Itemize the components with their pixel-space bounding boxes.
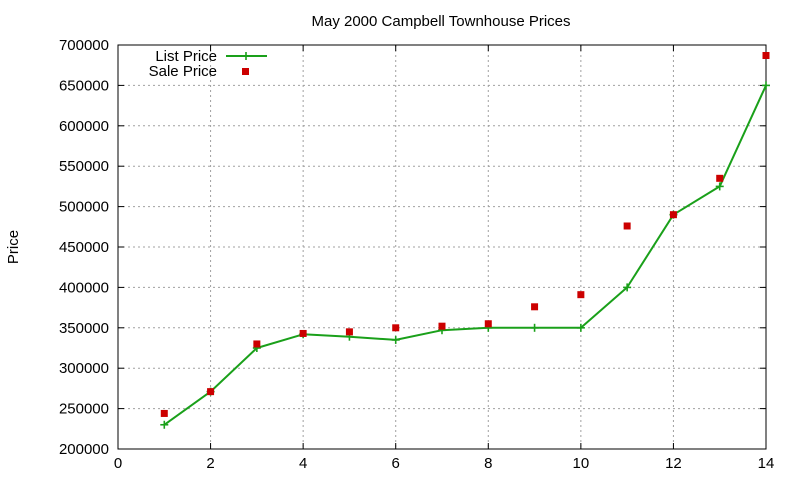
series xyxy=(160,52,770,429)
list-price-point xyxy=(160,420,169,429)
legend-label-list-price: List Price xyxy=(155,48,217,65)
sale-price-point xyxy=(762,52,770,60)
sale-price-point xyxy=(207,388,215,396)
series-line-list-price xyxy=(163,84,767,426)
y-tick-label: 400000 xyxy=(59,279,109,296)
y-tick-label: 350000 xyxy=(59,320,109,337)
list-price-point xyxy=(391,335,400,344)
sale-price-point xyxy=(253,340,261,348)
list-price-point xyxy=(530,323,539,332)
x-axis-tick-labels: 0 2 4 6 8 10 12 14 xyxy=(114,455,775,472)
axis-ticks xyxy=(117,44,767,450)
sale-price-point xyxy=(577,291,585,299)
y-tick-label: 500000 xyxy=(59,199,109,216)
sale-price-point xyxy=(531,303,539,311)
list-price-point xyxy=(715,182,724,191)
y-tick-label: 700000 xyxy=(59,37,109,54)
x-tick-label: 2 xyxy=(206,455,214,472)
sale-price-point xyxy=(299,329,307,337)
list-price-point xyxy=(623,283,632,292)
y-tick-label: 550000 xyxy=(59,158,109,175)
x-tick-label: 6 xyxy=(392,455,400,472)
x-tick-label: 8 xyxy=(484,455,492,472)
y-tick-label: 450000 xyxy=(59,239,109,256)
legend-plus-marker xyxy=(242,52,250,60)
sale-price-point xyxy=(345,328,353,336)
chart-title: May 2000 Campbell Townhouse Prices xyxy=(311,13,570,30)
y-tick-label: 200000 xyxy=(59,441,109,458)
legend-marker-list-price xyxy=(242,52,250,60)
y-axis-tick-labels: 200000 250000 300000 350000 400000 450000 5000… xyxy=(59,37,109,458)
legend-label-sale-price: Sale Price xyxy=(149,63,217,80)
x-tick-label: 0 xyxy=(114,455,122,472)
y-tick-label: 300000 xyxy=(59,360,109,377)
legend: List Price Sale Price xyxy=(149,48,267,80)
y-tick-label: 250000 xyxy=(59,401,109,418)
sale-price-point xyxy=(438,322,446,330)
list-price-point xyxy=(762,81,770,90)
legend-marker-sale-price xyxy=(242,68,249,75)
sale-price-point xyxy=(669,211,677,219)
list-price-point xyxy=(576,323,585,332)
sale-price-point xyxy=(392,324,400,332)
y-tick-label: 600000 xyxy=(59,118,109,135)
sale-price-point xyxy=(623,222,631,230)
x-tick-label: 10 xyxy=(573,455,590,472)
y-axis-label: Price xyxy=(5,230,22,264)
x-tick-label: 14 xyxy=(758,455,775,472)
x-tick-label: 4 xyxy=(299,455,307,472)
y-tick-label: 650000 xyxy=(59,77,109,94)
sale-price-point xyxy=(484,320,492,328)
sale-price-point xyxy=(160,409,168,417)
sale-price-point xyxy=(716,174,724,182)
x-tick-label: 12 xyxy=(665,455,682,472)
grid xyxy=(118,45,766,449)
